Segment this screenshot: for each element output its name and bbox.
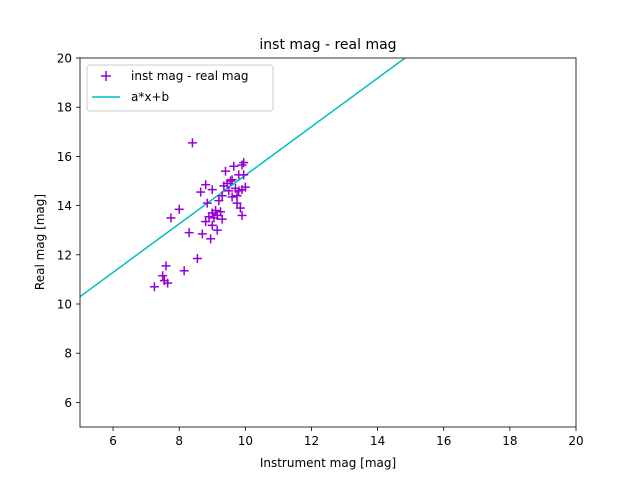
y-tick-label: 10 bbox=[57, 298, 72, 312]
x-tick-label: 12 bbox=[304, 434, 319, 448]
x-tick-label: 16 bbox=[436, 434, 451, 448]
y-axis: 6 8 10 12 14 16 18 20 bbox=[57, 52, 80, 410]
legend: inst mag - real mag a*x+b bbox=[86, 64, 274, 112]
y-tick-label: 16 bbox=[57, 150, 72, 164]
x-tick-label: 6 bbox=[109, 434, 117, 448]
legend-frame bbox=[86, 64, 274, 112]
scatter-point bbox=[227, 175, 237, 185]
scatter-point bbox=[240, 182, 250, 192]
scatter-point bbox=[197, 229, 207, 239]
scatter-point bbox=[239, 170, 249, 180]
scatter-point bbox=[201, 180, 211, 190]
scatter-point bbox=[196, 187, 206, 197]
y-tick-label: 14 bbox=[57, 199, 72, 213]
scatter-point bbox=[229, 161, 239, 171]
scatter-point bbox=[235, 203, 245, 213]
scatter-point bbox=[217, 191, 227, 201]
scatter-point bbox=[217, 214, 227, 224]
x-axis-label: Instrument mag [mag] bbox=[260, 456, 396, 470]
y-tick-label: 20 bbox=[57, 52, 72, 66]
scatter-point bbox=[232, 198, 242, 208]
x-tick-label: 10 bbox=[238, 434, 253, 448]
scatter-point bbox=[163, 278, 173, 288]
plot-frame bbox=[79, 57, 577, 428]
y-tick-label: 8 bbox=[64, 347, 72, 361]
scatter-point bbox=[216, 207, 226, 217]
plot-area bbox=[80, 58, 406, 298]
scatter-point bbox=[174, 204, 184, 214]
x-tick-label: 8 bbox=[175, 434, 183, 448]
scatter-point bbox=[207, 185, 217, 195]
y-tick-label: 6 bbox=[64, 396, 72, 410]
scatter-point bbox=[225, 176, 235, 186]
x-tick-label: 18 bbox=[502, 434, 517, 448]
scatter-point bbox=[149, 282, 159, 292]
scatter-point bbox=[201, 217, 211, 227]
scatter-point bbox=[212, 225, 222, 235]
scatter-point bbox=[239, 158, 249, 168]
scatter-point bbox=[220, 166, 230, 176]
x-tick-label: 14 bbox=[370, 434, 385, 448]
y-tick-label: 18 bbox=[57, 101, 72, 115]
scatter-point bbox=[237, 210, 247, 220]
scatter-point bbox=[224, 186, 234, 196]
scatter-point bbox=[166, 213, 176, 223]
scatter-point bbox=[211, 206, 221, 216]
legend-label-scatter: inst mag - real mag bbox=[131, 69, 249, 83]
scatter-point bbox=[227, 192, 237, 202]
x-tick-label: 20 bbox=[568, 434, 583, 448]
scatter-point bbox=[192, 253, 202, 263]
scatter-point bbox=[161, 261, 171, 271]
chart-title: inst mag - real mag bbox=[259, 37, 396, 53]
scatter-point bbox=[207, 220, 217, 230]
legend-label-line: a*x+b bbox=[131, 90, 169, 104]
y-axis-label: Real mag [mag] bbox=[33, 194, 47, 290]
scatter-point bbox=[202, 198, 212, 208]
scatter-point bbox=[214, 196, 224, 206]
scatter-point bbox=[206, 234, 216, 244]
fit-line bbox=[80, 58, 406, 298]
legend-scatter-marker bbox=[101, 71, 111, 81]
scatter-point bbox=[158, 271, 168, 281]
x-axis: 6 8 10 12 14 16 18 20 bbox=[109, 427, 584, 448]
scatter-point bbox=[184, 228, 194, 238]
y-tick-label: 12 bbox=[57, 248, 72, 262]
scatter-point bbox=[179, 266, 189, 276]
scatter-point bbox=[187, 138, 197, 148]
